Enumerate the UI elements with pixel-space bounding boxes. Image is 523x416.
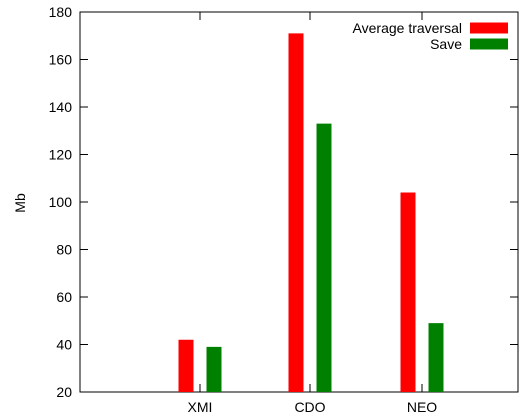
x-axis-tick-labels: XMI CDO NEO — [188, 399, 438, 415]
bar-average-traversal-cdo — [288, 33, 304, 392]
y-axis-ticks: 20 40 60 80 100 120 140 160 180 — [49, 4, 518, 400]
legend-label: Save — [430, 36, 462, 52]
y-tick-label: 100 — [49, 194, 73, 210]
x-tick-label: XMI — [188, 399, 213, 415]
x-tick-label: CDO — [294, 399, 325, 415]
legend-label: Average traversal — [353, 20, 462, 36]
legend-swatch — [470, 22, 508, 34]
y-tick-label: 180 — [49, 4, 73, 20]
x-tick-label: NEO — [407, 399, 437, 415]
y-tick-label: 40 — [56, 337, 72, 353]
legend-swatch — [470, 38, 508, 50]
y-tick-label: 60 — [56, 289, 72, 305]
y-tick-label: 80 — [56, 242, 72, 258]
bar-average-traversal-neo — [400, 192, 416, 392]
y-axis-label: Mb — [12, 193, 28, 213]
bar-save-neo — [428, 323, 444, 392]
bar-save-cdo — [316, 123, 332, 392]
y-tick-label: 160 — [49, 52, 73, 68]
y-tick-label: 140 — [49, 99, 73, 115]
bar-average-traversal-xmi — [178, 339, 194, 392]
bar-series — [178, 33, 444, 392]
y-tick-label: 120 — [49, 147, 73, 163]
y-tick-label: 20 — [56, 384, 72, 400]
bar-save-xmi — [206, 346, 222, 392]
